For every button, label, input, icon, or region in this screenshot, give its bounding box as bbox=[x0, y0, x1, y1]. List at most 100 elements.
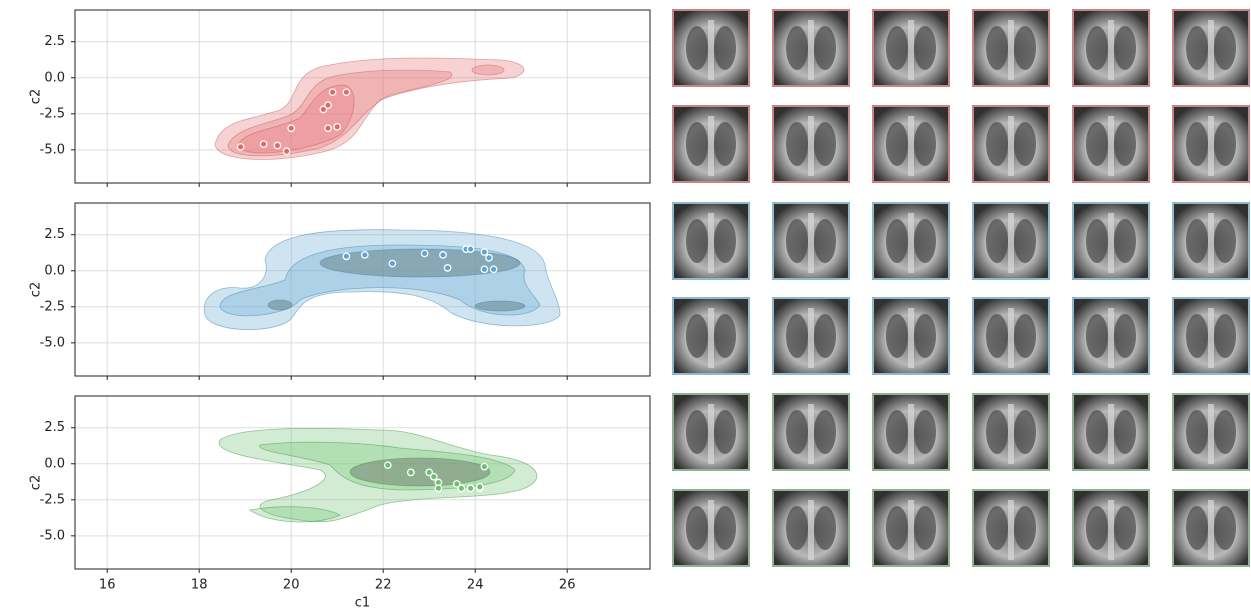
spine bbox=[708, 116, 714, 176]
spine bbox=[1108, 500, 1114, 560]
spine bbox=[1208, 116, 1214, 176]
spine bbox=[1008, 116, 1014, 176]
lung bbox=[986, 122, 1008, 166]
spine bbox=[808, 213, 814, 273]
point bbox=[325, 125, 331, 131]
lung bbox=[786, 26, 808, 70]
lung bbox=[814, 506, 836, 550]
spine bbox=[1008, 308, 1014, 368]
spine bbox=[1208, 500, 1214, 560]
lung bbox=[1186, 26, 1208, 70]
lung bbox=[714, 26, 736, 70]
density-contours bbox=[204, 230, 560, 330]
lung bbox=[686, 314, 708, 358]
lung bbox=[686, 122, 708, 166]
lung bbox=[786, 410, 808, 454]
lung bbox=[814, 219, 836, 263]
spine bbox=[1108, 20, 1114, 80]
lung bbox=[986, 410, 1008, 454]
lung bbox=[1086, 506, 1108, 550]
point bbox=[477, 484, 483, 490]
y-tick-label: -2.5 bbox=[40, 106, 65, 121]
spine bbox=[1208, 20, 1214, 80]
point bbox=[325, 102, 331, 108]
point bbox=[444, 265, 450, 271]
point bbox=[334, 124, 340, 130]
point bbox=[343, 89, 349, 95]
lung bbox=[814, 26, 836, 70]
lung bbox=[686, 219, 708, 263]
lung bbox=[1114, 410, 1136, 454]
contour bbox=[320, 249, 520, 277]
spine bbox=[808, 500, 814, 560]
spine bbox=[908, 500, 914, 560]
lung bbox=[986, 219, 1008, 263]
lung bbox=[986, 26, 1008, 70]
spine bbox=[1208, 308, 1214, 368]
point bbox=[408, 469, 414, 475]
contour bbox=[472, 65, 504, 75]
spine bbox=[1008, 20, 1014, 80]
x-tick-label: 22 bbox=[375, 578, 392, 593]
y-tick-label: 0.0 bbox=[44, 263, 65, 278]
lung bbox=[786, 219, 808, 263]
y-tick-label: -2.5 bbox=[40, 492, 65, 507]
spine bbox=[1208, 213, 1214, 273]
lung bbox=[1186, 410, 1208, 454]
lung bbox=[886, 26, 908, 70]
spine bbox=[708, 500, 714, 560]
contour bbox=[350, 458, 490, 486]
lung bbox=[1186, 314, 1208, 358]
lung bbox=[1114, 314, 1136, 358]
point bbox=[288, 125, 294, 131]
x-tick-label: 18 bbox=[191, 578, 208, 593]
spine bbox=[808, 20, 814, 80]
y-tick-label: -2.5 bbox=[40, 299, 65, 314]
lung bbox=[1114, 122, 1136, 166]
contour bbox=[268, 300, 292, 310]
spine bbox=[1008, 500, 1014, 560]
lung bbox=[886, 506, 908, 550]
spine bbox=[1108, 213, 1114, 273]
lung bbox=[1014, 122, 1036, 166]
spine bbox=[908, 116, 914, 176]
lung bbox=[1186, 122, 1208, 166]
spine bbox=[908, 308, 914, 368]
point bbox=[467, 246, 473, 252]
lung bbox=[914, 410, 936, 454]
point bbox=[486, 255, 492, 261]
spine bbox=[808, 116, 814, 176]
point bbox=[385, 462, 391, 468]
y-tick-label: 2.5 bbox=[44, 34, 65, 49]
lung bbox=[1214, 314, 1236, 358]
point bbox=[283, 148, 289, 154]
lung bbox=[714, 506, 736, 550]
thumbnail-grid bbox=[673, 10, 1249, 566]
spine bbox=[1108, 308, 1114, 368]
lung bbox=[1086, 314, 1108, 358]
spine bbox=[1108, 116, 1114, 176]
lung bbox=[914, 122, 936, 166]
lung bbox=[914, 506, 936, 550]
point bbox=[260, 141, 266, 147]
y-tick-label: 2.5 bbox=[44, 420, 65, 435]
lung bbox=[1214, 122, 1236, 166]
lung bbox=[886, 410, 908, 454]
y-tick-label: 0.0 bbox=[44, 70, 65, 85]
lung bbox=[886, 219, 908, 263]
spine bbox=[908, 404, 914, 464]
spine bbox=[708, 213, 714, 273]
lung bbox=[686, 26, 708, 70]
lung bbox=[1114, 219, 1136, 263]
x-tick-label: 20 bbox=[283, 578, 300, 593]
y-tick-label: -5.0 bbox=[40, 335, 65, 350]
lung bbox=[714, 314, 736, 358]
point bbox=[458, 485, 464, 491]
x-tick-label: 16 bbox=[99, 578, 116, 593]
y-tick-label: 0.0 bbox=[44, 456, 65, 471]
point bbox=[431, 474, 437, 480]
point bbox=[389, 260, 395, 266]
lung bbox=[814, 122, 836, 166]
point bbox=[481, 463, 487, 469]
lung bbox=[1114, 26, 1136, 70]
